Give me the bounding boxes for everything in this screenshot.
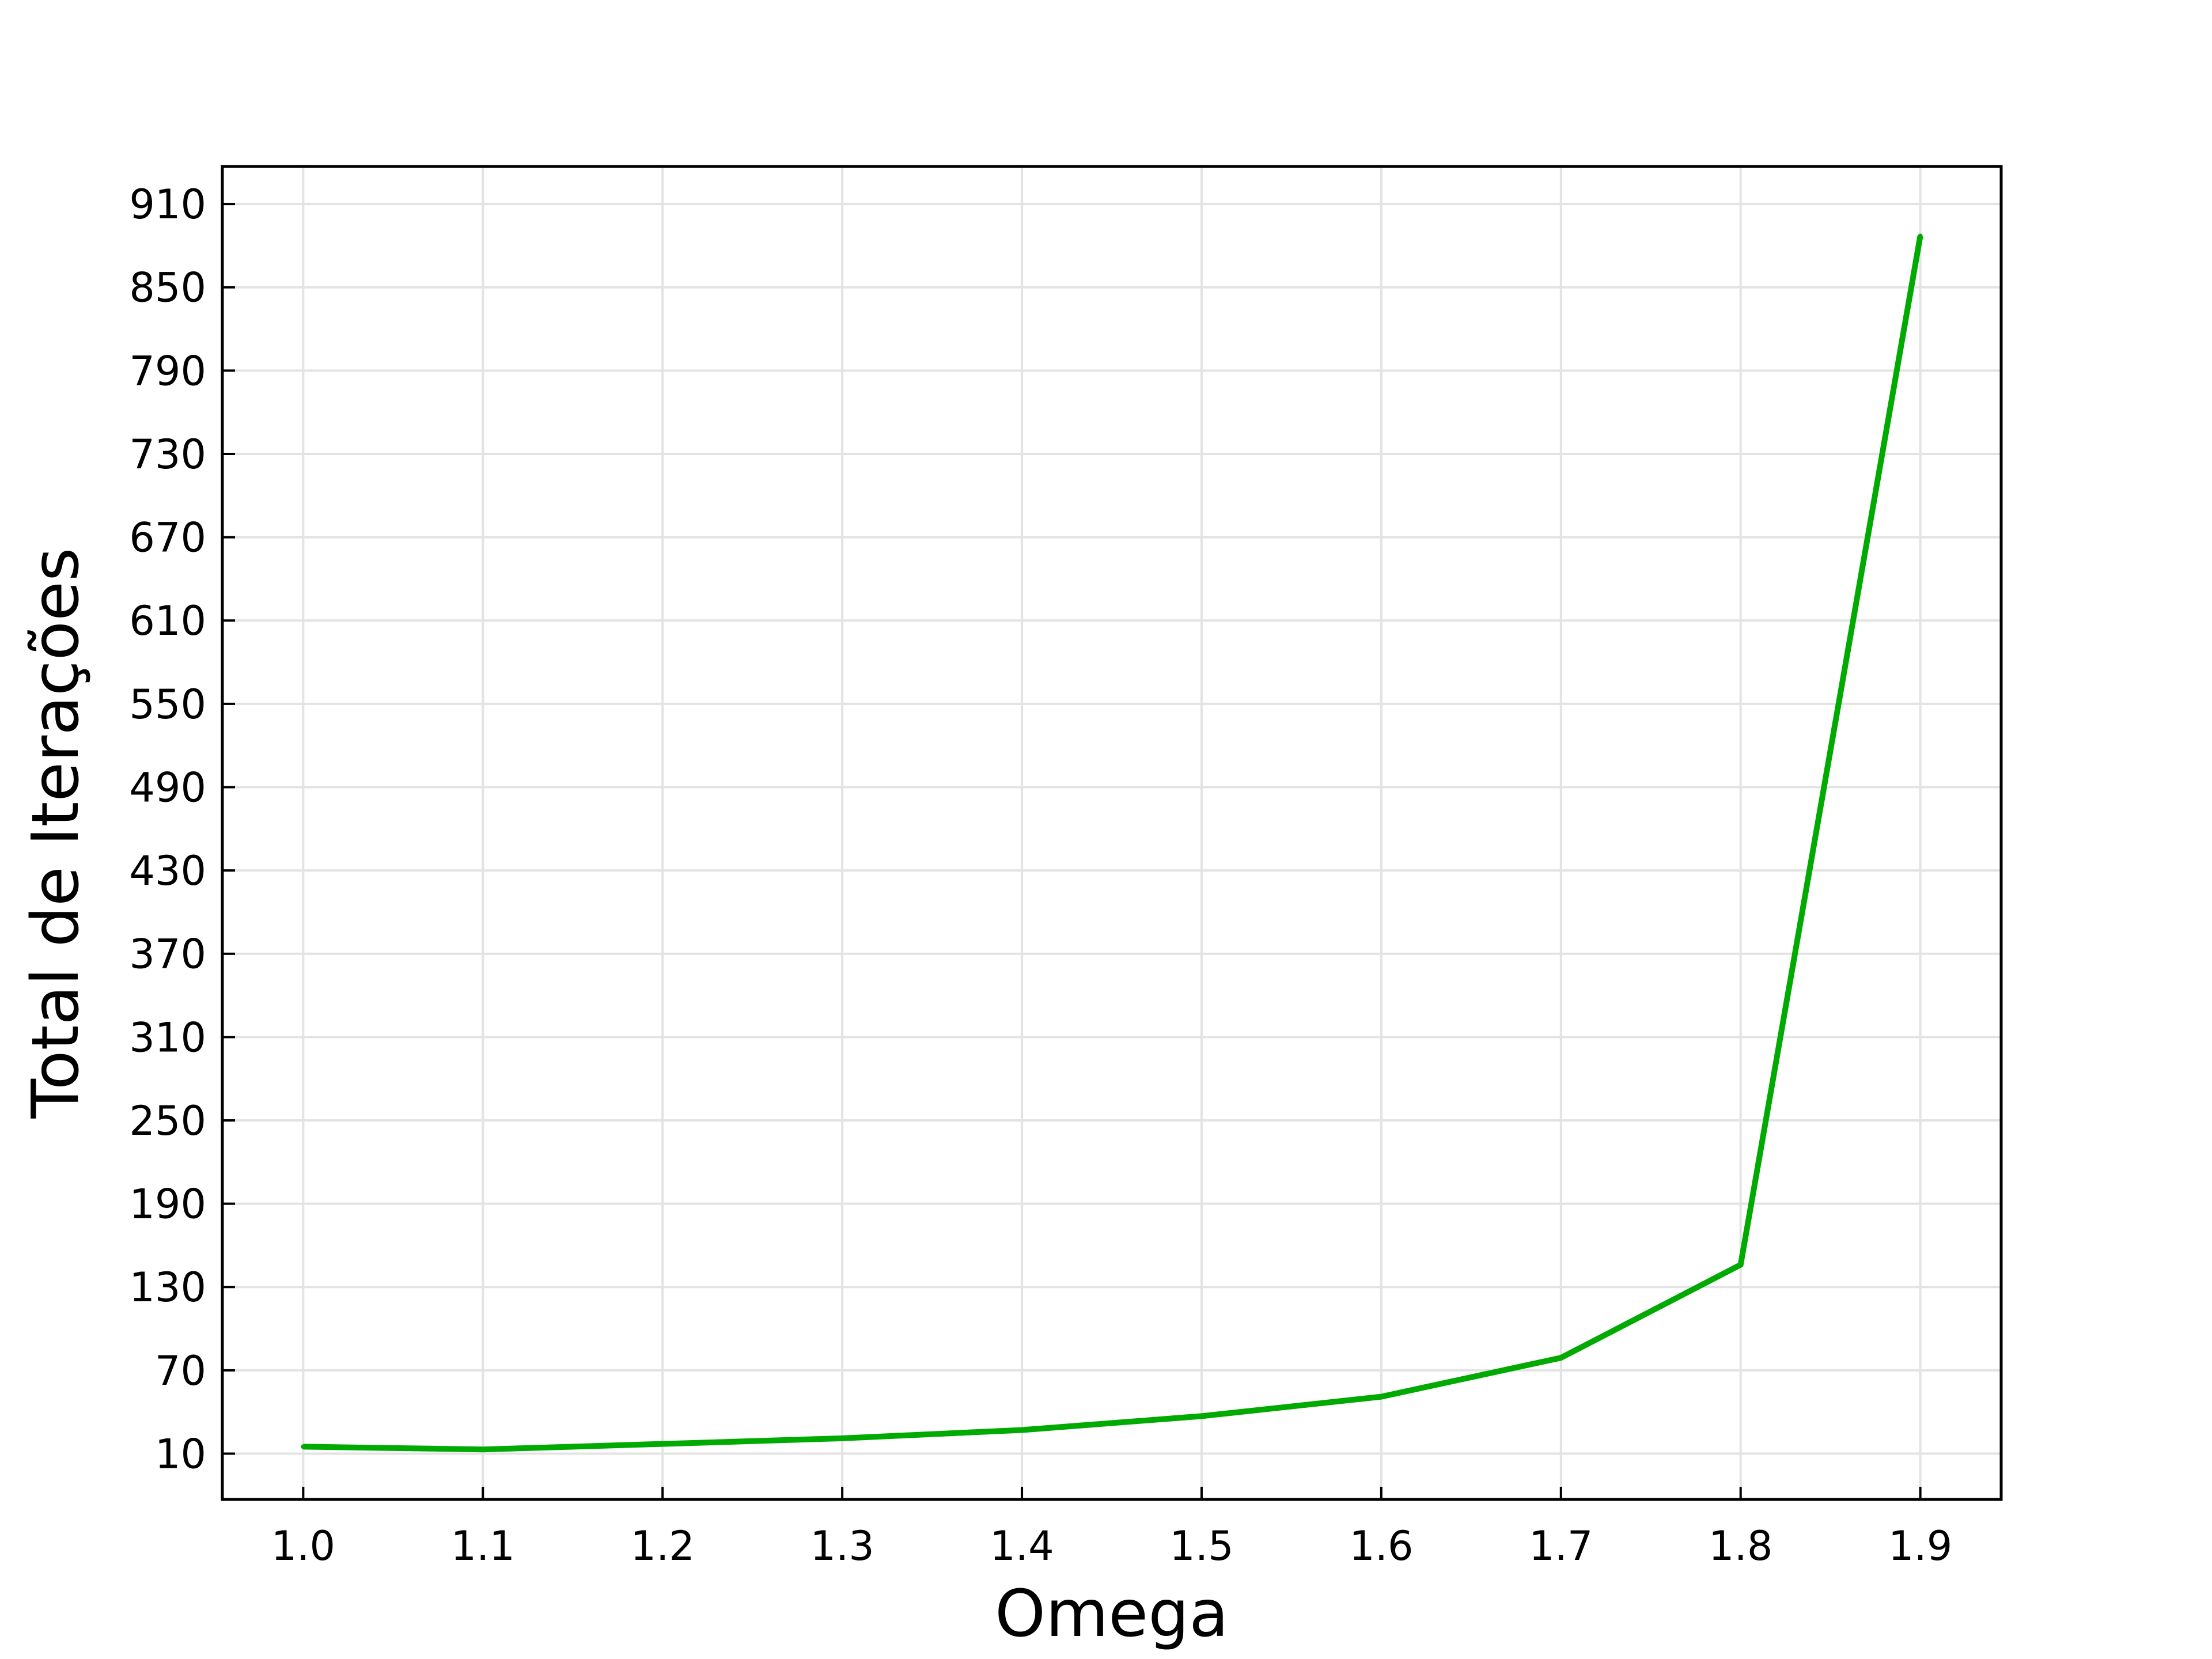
y-tick-label: 910 — [129, 181, 206, 228]
y-tick-label: 850 — [129, 264, 206, 312]
y-tick-label: 370 — [129, 931, 206, 978]
y-tick-label: 490 — [129, 764, 206, 811]
data-point — [840, 1435, 845, 1441]
y-tick-label: 10 — [155, 1430, 206, 1478]
x-tick-label: 1.0 — [271, 1522, 335, 1570]
x-tick-label: 1.5 — [1169, 1522, 1233, 1570]
x-tick-label: 1.4 — [990, 1522, 1054, 1570]
y-tick-label: 550 — [129, 681, 206, 728]
x-tick-label: 1.8 — [1709, 1522, 1772, 1570]
y-tick-label: 670 — [129, 514, 206, 562]
y-tick-label: 790 — [129, 347, 206, 395]
data-point — [301, 1444, 306, 1449]
x-tick-label: 1.6 — [1349, 1522, 1413, 1570]
data-point — [1918, 233, 1923, 238]
x-tick-label: 1.2 — [631, 1522, 695, 1570]
y-tick-label: 610 — [129, 597, 206, 645]
data-point — [1199, 1414, 1204, 1419]
y-tick-label: 730 — [129, 431, 206, 478]
plot-frame — [221, 165, 2003, 1501]
y-tick-label: 310 — [129, 1014, 206, 1061]
data-point — [480, 1447, 486, 1452]
y-axis-title: Total de Iterações — [18, 548, 93, 1119]
y-tick-label: 70 — [155, 1347, 206, 1395]
data-point — [1738, 1262, 1743, 1267]
series-layer — [301, 233, 1923, 1453]
series-line — [303, 235, 1923, 1453]
data-point — [1558, 1355, 1563, 1361]
y-tick-label: 250 — [129, 1097, 206, 1145]
x-tick-label: 1.3 — [810, 1522, 874, 1570]
data-point — [1020, 1427, 1025, 1433]
x-tick-label: 1.9 — [1888, 1522, 1952, 1570]
y-tick-label: 430 — [129, 847, 206, 895]
grid — [222, 166, 2001, 1499]
ticks: 1.0 1.1 1.2 1.3 1.4 1.5 1.6 1.7 1.8 1.9 10 70 130 190… — [129, 181, 1952, 1570]
data-point — [1378, 1394, 1384, 1399]
y-tick-label: 190 — [129, 1181, 206, 1228]
x-tick-label: 1.1 — [451, 1522, 515, 1570]
y-tick-label: 130 — [129, 1264, 206, 1311]
data-point — [660, 1441, 665, 1446]
x-axis-title: Omega — [995, 1577, 1229, 1652]
x-tick-label: 1.7 — [1529, 1522, 1593, 1570]
